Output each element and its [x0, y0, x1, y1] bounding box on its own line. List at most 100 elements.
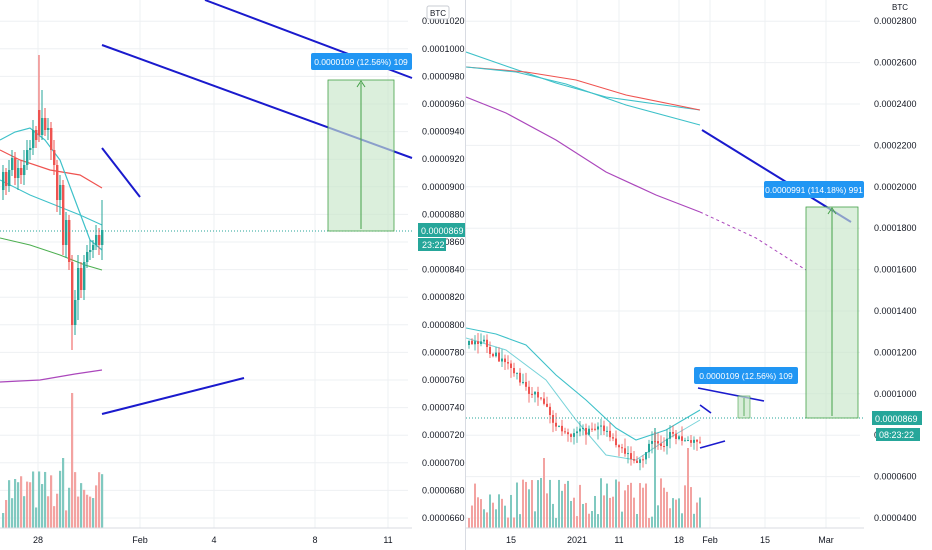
candle	[555, 422, 557, 427]
y-tick-label: 0.0000820	[422, 292, 465, 302]
measure-label-bg	[311, 53, 412, 70]
candle	[80, 268, 83, 290]
y-tick-label: 0.0000980	[422, 71, 465, 81]
candle	[561, 425, 563, 432]
right-chart[interactable]: 0.0000109 (12.56%) 109 0.0000991 (114.18%…	[466, 0, 932, 550]
y-tick-label: 0.0002800	[874, 16, 917, 26]
candle	[585, 427, 587, 435]
y-tick-label: 0.0001000	[874, 389, 917, 399]
candle	[477, 341, 479, 345]
candle	[23, 165, 26, 175]
volume-bar	[44, 471, 47, 528]
volume-bar	[579, 484, 581, 528]
volume-bar	[546, 493, 548, 528]
candle	[14, 158, 17, 178]
volume-bar	[642, 487, 644, 528]
volume-bar	[98, 472, 101, 528]
candle	[630, 453, 632, 460]
y-tick-label: 0.0000400	[874, 513, 917, 523]
candle	[540, 397, 542, 399]
trendline-short-mid	[699, 404, 712, 414]
volume-bar	[693, 513, 695, 528]
volume-bar	[20, 476, 23, 528]
x-tick-label: Mar	[818, 535, 834, 545]
candle	[507, 362, 509, 364]
trendline-support	[101, 377, 245, 415]
candle	[570, 434, 572, 437]
volume-bar	[696, 502, 698, 528]
right-chart-pane[interactable]: 0.0000109 (12.56%) 109 0.0000991 (114.18%…	[466, 0, 932, 550]
volume-bar	[50, 475, 53, 528]
volume-bar	[540, 478, 542, 528]
candle	[666, 438, 668, 447]
candle	[98, 235, 101, 245]
volume-bar	[8, 480, 11, 528]
candle	[681, 436, 683, 441]
volume-bar	[89, 496, 92, 528]
candle	[41, 118, 44, 135]
candle	[618, 445, 620, 448]
candle	[486, 339, 488, 348]
volume-bar	[474, 483, 476, 528]
volume-bar	[65, 510, 68, 528]
volume-bar	[558, 479, 560, 528]
x-tick-label: 4	[211, 535, 216, 545]
volume-bar	[684, 485, 686, 528]
volume-bar	[47, 496, 50, 528]
volume-bar	[639, 483, 641, 528]
volume-bar	[525, 481, 527, 528]
candle	[687, 440, 689, 442]
current-price-tag	[872, 411, 922, 425]
volume-bar	[618, 481, 620, 528]
volume-bar	[549, 479, 551, 528]
left-chart-pane[interactable]: 0.0000109 (12.56%) 109 0.0000660 0.000068…	[0, 0, 466, 550]
volume-bar	[588, 513, 590, 528]
currency-label: BTC	[430, 9, 446, 18]
volume-bar	[666, 491, 668, 528]
volume-bar	[660, 478, 662, 528]
candle	[657, 441, 659, 444]
volume-bar	[606, 483, 608, 528]
volume-bar	[561, 490, 563, 528]
y-tick-label: 0.0000720	[422, 430, 465, 440]
volume-bar	[609, 497, 611, 528]
candle	[35, 130, 38, 140]
volume-bar	[600, 478, 602, 528]
candle	[498, 352, 500, 362]
volume-bar	[624, 490, 626, 528]
currency-label: BTC	[892, 3, 908, 12]
volume-bar	[627, 484, 629, 528]
left-chart[interactable]: 0.0000109 (12.56%) 109 0.0000660 0.000068…	[0, 0, 466, 550]
volume-bar	[681, 513, 683, 528]
y-tick-label: 0.0000960	[422, 99, 465, 109]
volume-bar	[68, 487, 71, 528]
volume-bar	[480, 499, 482, 528]
candle	[534, 391, 536, 395]
candle	[495, 352, 497, 357]
y-tick-label: 0.0000920	[422, 154, 465, 164]
candle	[59, 185, 62, 200]
candle	[86, 252, 89, 262]
countdown-tag	[876, 428, 920, 441]
moving-average-cyan-lower	[466, 327, 701, 441]
volume-bar	[471, 505, 473, 528]
volume-bar	[74, 472, 77, 528]
volume-bar	[41, 484, 44, 528]
candle	[588, 428, 590, 435]
volume-bar	[669, 508, 671, 528]
y-tick-label: 0.0000600	[874, 472, 917, 482]
y-tick-label: 0.0000680	[422, 485, 465, 495]
trendline-support	[699, 440, 726, 449]
candle	[504, 358, 506, 363]
moving-average-cyan	[0, 127, 103, 251]
candle	[11, 158, 14, 170]
candle	[531, 393, 533, 395]
candle	[47, 128, 50, 130]
candle	[648, 443, 650, 453]
candle	[669, 432, 671, 439]
candle	[543, 398, 545, 404]
y-tick-label: 0.0000740	[422, 403, 465, 413]
candle	[558, 425, 560, 427]
candle	[567, 432, 569, 435]
